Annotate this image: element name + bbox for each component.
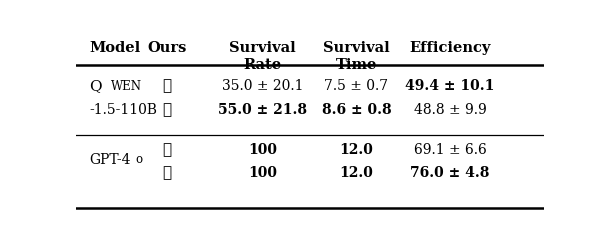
Text: Ours: Ours — [147, 41, 187, 55]
Text: 35.0 ± 20.1: 35.0 ± 20.1 — [222, 79, 303, 93]
Text: Efficiency: Efficiency — [410, 41, 490, 55]
Text: 48.8 ± 9.9: 48.8 ± 9.9 — [414, 103, 486, 117]
Text: Survival
Time: Survival Time — [323, 41, 390, 72]
Text: Q: Q — [89, 79, 102, 93]
Text: 69.1 ± 6.6: 69.1 ± 6.6 — [414, 144, 486, 157]
Text: 49.4 ± 10.1: 49.4 ± 10.1 — [405, 79, 495, 93]
Text: 7.5 ± 0.7: 7.5 ± 0.7 — [324, 79, 388, 93]
Text: -1.5-110B: -1.5-110B — [89, 103, 158, 117]
Text: ✗: ✗ — [162, 144, 172, 157]
Text: Survival
Rate: Survival Rate — [230, 41, 296, 72]
Text: ✓: ✓ — [162, 166, 172, 180]
Text: Model: Model — [89, 41, 141, 55]
Text: 100: 100 — [248, 166, 277, 180]
Text: 12.0: 12.0 — [339, 166, 373, 180]
Text: 76.0 ± 4.8: 76.0 ± 4.8 — [410, 166, 490, 180]
Text: o: o — [135, 153, 142, 166]
Text: ✓: ✓ — [162, 103, 172, 117]
Text: WEN: WEN — [111, 80, 141, 93]
Text: 55.0 ± 21.8: 55.0 ± 21.8 — [218, 103, 307, 117]
Text: 100: 100 — [248, 144, 277, 157]
Text: 12.0: 12.0 — [339, 144, 373, 157]
Text: GPT-4: GPT-4 — [89, 153, 131, 167]
Text: ✗: ✗ — [162, 79, 172, 93]
Text: 8.6 ± 0.8: 8.6 ± 0.8 — [321, 103, 391, 117]
